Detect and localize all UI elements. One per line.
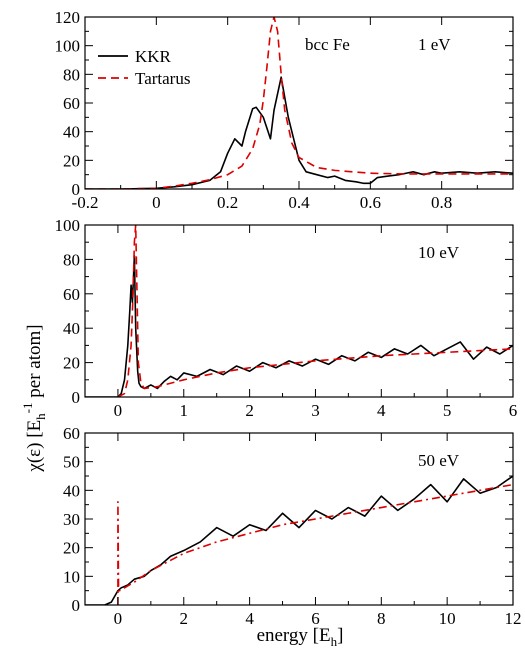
y-tick-label: 30 bbox=[63, 510, 80, 529]
y-tick-label: 0 bbox=[72, 596, 81, 615]
x-tick-label: 0.2 bbox=[217, 193, 238, 212]
x-tick-label: 0.8 bbox=[431, 193, 452, 212]
y-tick-label: 60 bbox=[63, 285, 80, 304]
y-tick-label: 100 bbox=[55, 37, 81, 56]
x-tick-label: 2 bbox=[180, 609, 189, 628]
y-tick-label: 40 bbox=[63, 123, 80, 142]
y-axis-label-tail: per atom] bbox=[24, 324, 45, 402]
series-line-tartarus bbox=[117, 483, 513, 605]
y-tick-label: 60 bbox=[63, 424, 80, 443]
x-axis-label-tail: ] bbox=[337, 625, 343, 646]
x-tick-label: 3 bbox=[311, 401, 320, 420]
y-tick-label: 10 bbox=[63, 567, 80, 586]
x-tick-label: -0.2 bbox=[72, 193, 99, 212]
x-tick-label: 0 bbox=[114, 401, 123, 420]
x-tick-label: 12 bbox=[505, 609, 522, 628]
series-line-kkr bbox=[85, 255, 513, 397]
panel-annotation: 10 eV bbox=[418, 243, 460, 262]
series-line-tartarus bbox=[117, 225, 513, 397]
x-axis-label-main: energy [E bbox=[257, 625, 331, 646]
x-tick-label: 10 bbox=[439, 609, 456, 628]
y-tick-label: 0 bbox=[72, 388, 81, 407]
x-tick-label: 0 bbox=[152, 193, 161, 212]
y-tick-label: 40 bbox=[63, 319, 80, 338]
x-tick-label: 6 bbox=[509, 401, 518, 420]
x-tick-label: 4 bbox=[245, 609, 254, 628]
series-line-kkr bbox=[85, 475, 513, 605]
legend-label-tartarus: Tartarus bbox=[135, 69, 190, 88]
panel-annotation: 50 eV bbox=[418, 451, 460, 470]
y-tick-label: 20 bbox=[63, 354, 80, 373]
x-tick-label: 5 bbox=[443, 401, 452, 420]
y-tick-label: 40 bbox=[63, 481, 80, 500]
y-axis-label-main: χ(ε) [E bbox=[24, 420, 45, 473]
y-axis-label-sub: h bbox=[33, 413, 48, 420]
y-tick-label: 100 bbox=[55, 216, 81, 235]
x-tick-label: 8 bbox=[377, 609, 386, 628]
y-tick-label: 80 bbox=[63, 65, 80, 84]
x-tick-label: 4 bbox=[377, 401, 386, 420]
y-tick-label: 20 bbox=[63, 151, 80, 170]
x-axis-label: energy [Eh] bbox=[257, 625, 344, 649]
y-tick-label: 120 bbox=[55, 8, 81, 27]
y-axis-label: χ(ε) [Eh-1 per atom] bbox=[20, 324, 48, 472]
panel-annotation: bcc Fe bbox=[305, 35, 350, 54]
x-tick-label: 0 bbox=[114, 609, 123, 628]
series-line-tartarus bbox=[85, 17, 513, 189]
y-tick-label: 60 bbox=[63, 94, 80, 113]
x-axis-label-sub: h bbox=[331, 634, 338, 649]
x-tick-label: 0.6 bbox=[360, 193, 381, 212]
x-tick-label: 0.4 bbox=[288, 193, 310, 212]
x-tick-label: 2 bbox=[245, 401, 254, 420]
legend-label-kkr: KKR bbox=[135, 47, 172, 66]
y-tick-label: 50 bbox=[63, 453, 80, 472]
y-axis-label-sup: -1 bbox=[20, 402, 35, 413]
y-tick-label: 20 bbox=[63, 539, 80, 558]
panel-50ev: 0 2 4 6 8 10 12 0 10 20 30 40 50 60 50 eV bbox=[63, 424, 522, 628]
y-tick-label: 80 bbox=[63, 250, 80, 269]
y-tick-label: 0 bbox=[72, 180, 81, 199]
x-tick-label: 1 bbox=[180, 401, 189, 420]
panel-annotation: 1 eV bbox=[418, 35, 451, 54]
x-tick-label: 6 bbox=[311, 609, 320, 628]
series-line-kkr bbox=[85, 76, 513, 189]
